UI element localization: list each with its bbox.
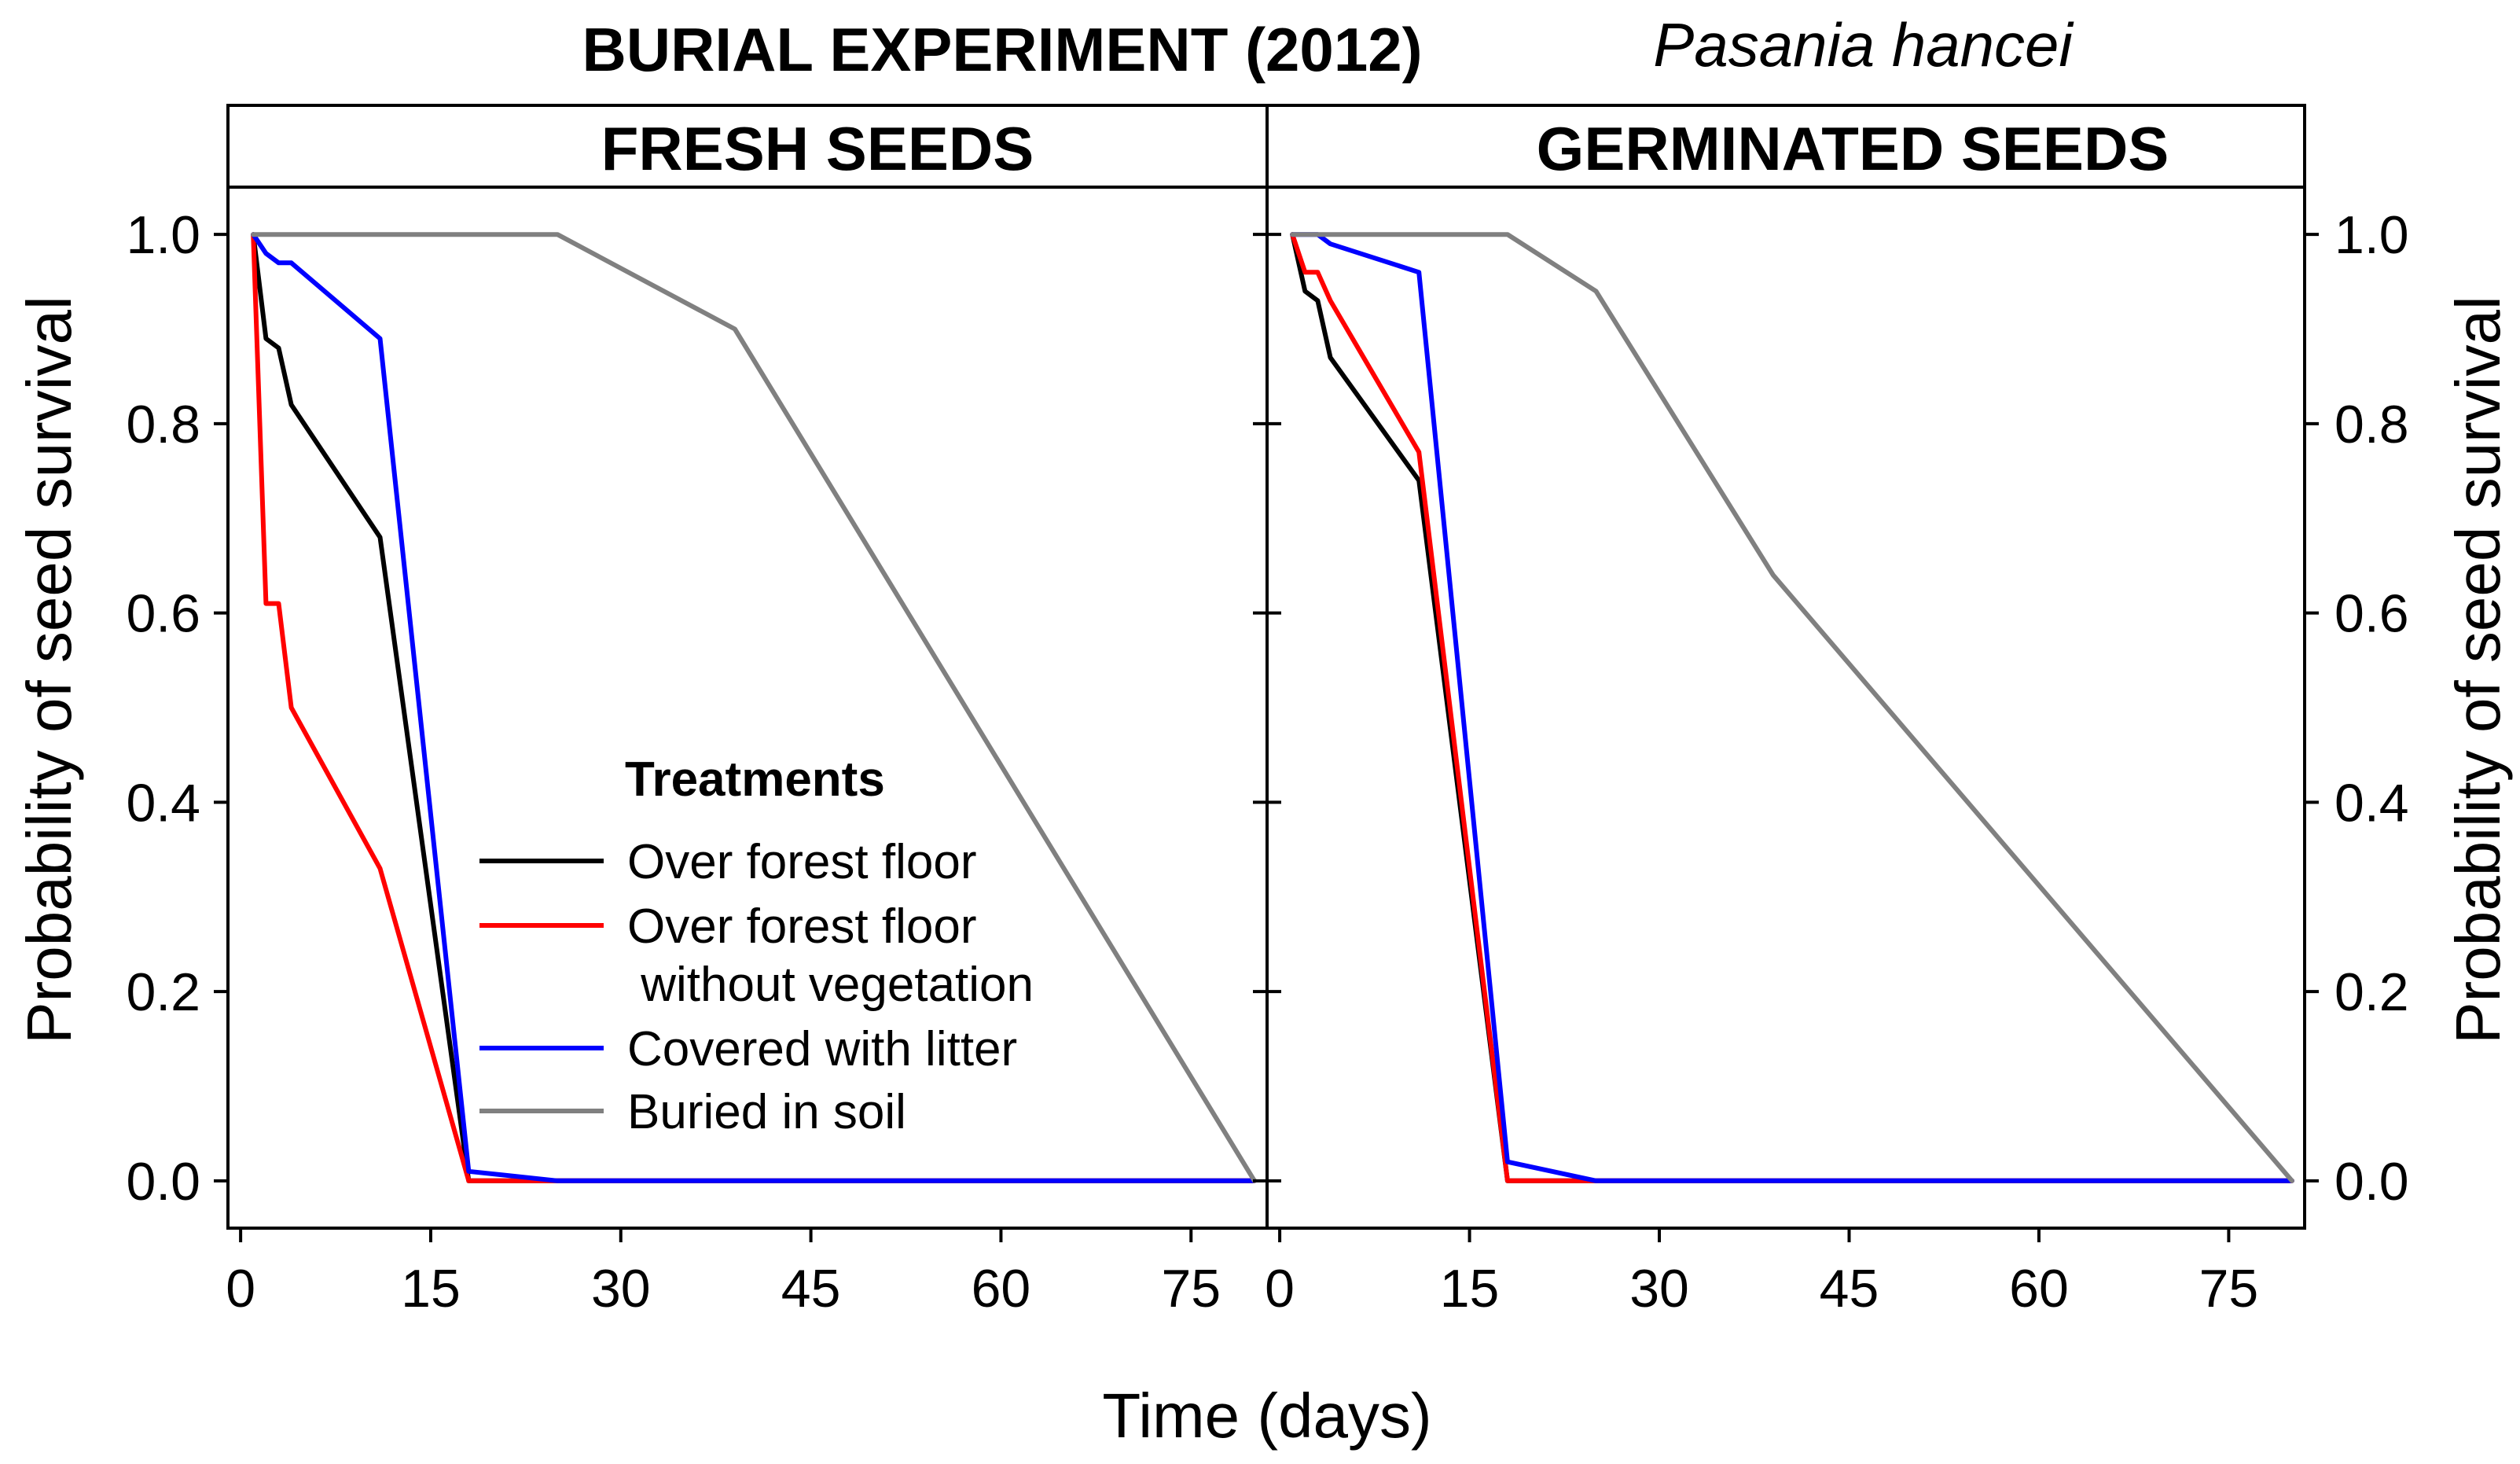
y-tick-label-left: 0.2 <box>126 962 200 1022</box>
x-tick-label: 0 <box>1265 1259 1295 1319</box>
y-axis-label-left: Probability of seed survival <box>14 296 84 1044</box>
y-tick-label-left: 0.8 <box>126 395 200 454</box>
y-tick-label-right: 0.0 <box>2334 1152 2409 1212</box>
x-tick-label: 15 <box>401 1259 461 1319</box>
species-name: Pasania hancei <box>1653 10 2074 79</box>
y-tick-label-right: 0.4 <box>2334 773 2409 833</box>
y-axis-left: 0.0 0.2 0.4 0.6 0.8 1.0 <box>126 205 1281 1212</box>
legend-label: Over forest floor <box>627 899 976 954</box>
series-line-buried-in-soil <box>1290 232 2294 1183</box>
legend: Treatments Over forest floor Over forest f… <box>479 752 1034 1139</box>
panel-label-germinated: GERMINATED SEEDS <box>1537 114 2169 183</box>
y-axis-right: 0.0 0.2 0.4 0.6 0.8 1.0 <box>2305 205 2409 1212</box>
x-tick-label: 45 <box>1820 1259 1879 1319</box>
y-axis-label-right: Probability of seed survival <box>2443 296 2513 1044</box>
series-line-buried-in-soil <box>251 232 1257 1183</box>
x-tick-label: 60 <box>972 1259 1031 1319</box>
x-tick-label: 45 <box>781 1259 841 1319</box>
panel-fresh-seeds: 0 15 30 45 60 75 <box>226 232 1257 1319</box>
x-axis-label: Time (days) <box>1102 1381 1431 1451</box>
x-tick-label: 75 <box>2199 1259 2259 1319</box>
legend-label: Covered with litter <box>627 1022 1017 1076</box>
x-tick-label: 0 <box>226 1259 255 1319</box>
y-tick-label-right: 1.0 <box>2334 205 2409 265</box>
y-tick-label-right: 0.2 <box>2334 962 2409 1022</box>
x-tick-label: 75 <box>1161 1259 1221 1319</box>
y-tick-label-left: 0.6 <box>126 584 200 644</box>
legend-title: Treatments <box>625 752 885 807</box>
panel-germinated-seeds: 0 15 30 45 60 75 <box>1265 232 2294 1319</box>
panel-label-fresh: FRESH SEEDS <box>601 114 1034 183</box>
y-tick-label-right: 0.8 <box>2334 395 2409 454</box>
y-tick-label-left: 1.0 <box>126 205 200 265</box>
x-tick-label: 30 <box>1629 1259 1689 1319</box>
series-line-covered-with-litter <box>251 232 1257 1183</box>
figure-title: BURIAL EXPERIMENT (2012) <box>582 15 1422 84</box>
x-tick-label: 60 <box>2009 1259 2069 1319</box>
y-tick-label-left: 0.0 <box>126 1152 200 1212</box>
legend-label: Over forest floor <box>627 835 976 889</box>
x-tick-label: 15 <box>1440 1259 1500 1319</box>
series-line-over-forest-floor-without-vegetation <box>1290 232 2294 1183</box>
y-tick-label-left: 0.4 <box>126 773 200 833</box>
x-tick-label: 30 <box>591 1259 651 1319</box>
legend-label: without vegetation <box>627 958 1034 1012</box>
legend-label: Buried in soil <box>627 1085 906 1139</box>
y-tick-label-right: 0.6 <box>2334 584 2409 644</box>
